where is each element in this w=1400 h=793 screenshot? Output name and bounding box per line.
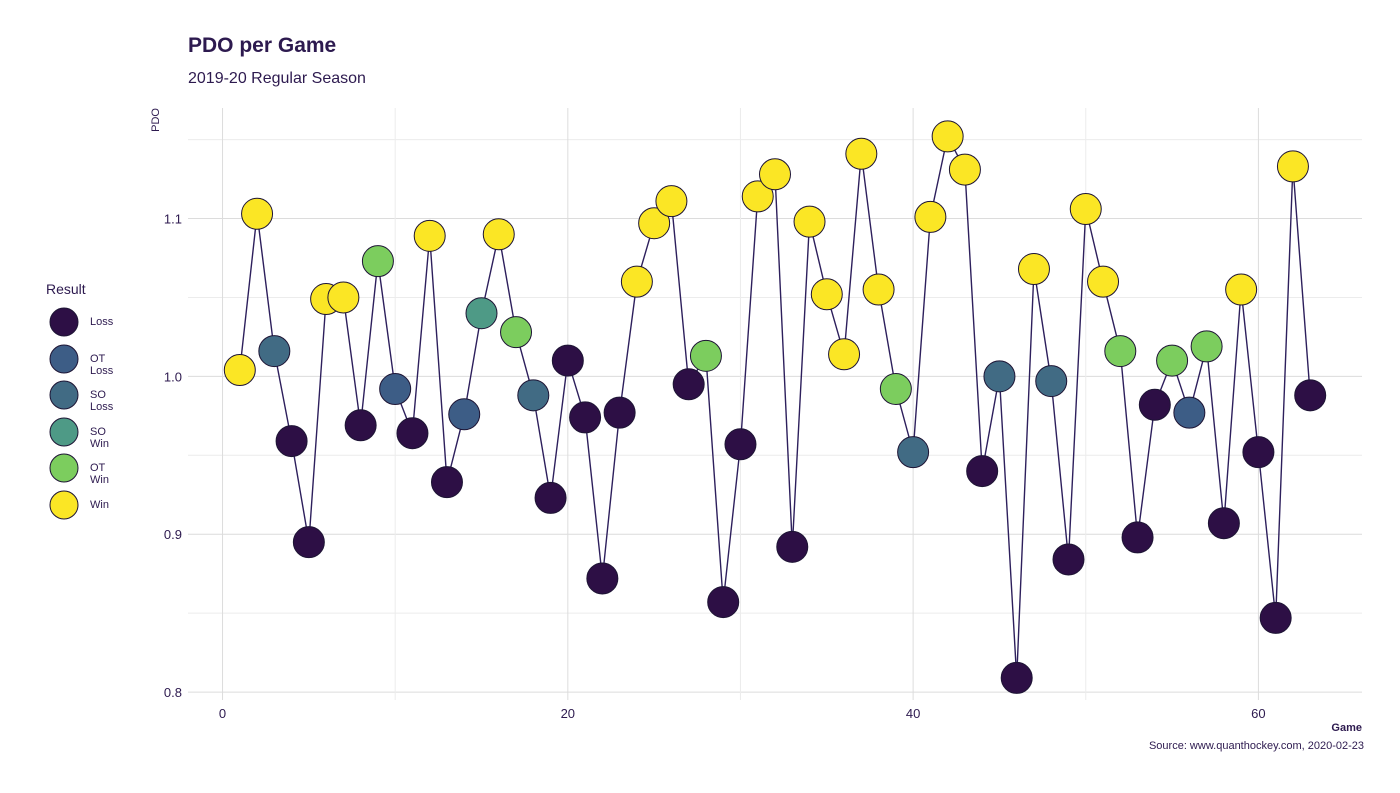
y-tick-label: 1.1 — [164, 212, 182, 227]
data-point: Win — [931, 120, 964, 153]
data-point: Win — [1276, 150, 1309, 183]
data-point: Win — [413, 219, 446, 252]
legend-swatch-dot — [49, 453, 79, 483]
data-point: OT Loss — [448, 398, 481, 431]
data-point: Loss — [586, 562, 619, 595]
x-tick-label: 20 — [561, 706, 575, 721]
data-point: Win — [741, 180, 774, 213]
data-point: OT Win — [879, 373, 912, 406]
data-point: Loss — [724, 428, 757, 461]
data-point: Loss — [1000, 661, 1033, 694]
grid — [188, 108, 1362, 700]
data-point: OT Win — [1104, 335, 1137, 368]
data-point: OT Loss — [379, 373, 412, 406]
y-tick-label: 0.8 — [164, 685, 182, 700]
x-tick-label: 0 — [219, 706, 226, 721]
data-point: Loss — [1121, 521, 1154, 554]
data-point: SO Loss — [258, 335, 291, 368]
data-point: Win — [327, 281, 360, 314]
data-point: SO Loss — [983, 360, 1016, 393]
legend-swatch-dot — [49, 380, 79, 410]
data-points: WinWinSO LossLossLossWinWinLossOT WinOT … — [223, 120, 1327, 694]
data-point: Win — [620, 265, 653, 298]
legend-title: Result — [46, 281, 86, 297]
y-tick-label: 0.9 — [164, 527, 182, 542]
data-point: Loss — [396, 417, 429, 450]
data-point: Win — [1225, 273, 1258, 306]
axes: 0.8 0.9 1.0 1.1 0 20 40 60 PDO Game — [150, 108, 1362, 734]
data-point: Win — [793, 205, 826, 238]
legend-swatch-dot — [49, 490, 79, 519]
data-point: Win — [810, 278, 843, 311]
legend-swatch — [49, 490, 79, 519]
legend-swatch — [49, 417, 79, 446]
legend-label: SO Loss — [90, 389, 114, 413]
y-axis-label: PDO — [150, 108, 162, 132]
data-point: Win — [223, 354, 256, 387]
x-tick-label: 60 — [1251, 706, 1265, 721]
data-point: Loss — [1259, 601, 1292, 634]
data-point: Loss — [1294, 379, 1327, 412]
legend-label: OT Win — [90, 462, 109, 486]
data-point: Win — [638, 207, 671, 240]
legend-swatch-dot — [49, 417, 79, 446]
legend-label: Loss — [90, 316, 114, 328]
legend-swatch — [49, 344, 79, 373]
data-point: Loss — [551, 344, 584, 377]
data-point: Win — [948, 153, 981, 186]
data-point: Loss — [569, 401, 602, 434]
data-point: Win — [845, 137, 878, 170]
legend-swatch-dot — [49, 344, 79, 373]
data-point: Loss — [275, 425, 308, 458]
x-tick-label: 40 — [906, 706, 920, 721]
data-point: Win — [759, 158, 791, 191]
legend-swatch-dot — [49, 307, 79, 337]
data-point: Loss — [344, 409, 377, 442]
data-point: Loss — [707, 586, 740, 619]
data-point: Loss — [603, 396, 636, 429]
data-point: Win — [482, 218, 515, 251]
data-point: OT Win — [361, 245, 394, 278]
data-point: Win — [1069, 193, 1102, 226]
chart-caption: Source: www.quanthockey.com, 2020-02-23 — [1148, 740, 1364, 752]
legend-label: OT Loss — [90, 352, 114, 377]
data-point: SO Loss — [517, 379, 550, 412]
data-point: Loss — [1138, 388, 1171, 421]
data-point: OT Win — [689, 339, 722, 372]
data-point: Loss — [534, 481, 567, 514]
legend-swatch — [49, 307, 79, 337]
data-point: Win — [1087, 265, 1120, 298]
data-point: SO Win — [465, 297, 498, 330]
data-point: OT Win — [1156, 344, 1189, 377]
data-point: Win — [914, 200, 947, 233]
data-point: Win — [241, 197, 274, 230]
legend-label: SO Win — [90, 425, 109, 450]
data-point: SO Loss — [897, 436, 930, 469]
data-point: OT Win — [500, 316, 533, 349]
data-point: Loss — [1207, 507, 1240, 540]
data-point: SO Loss — [1035, 365, 1068, 398]
data-point: Loss — [672, 368, 705, 401]
data-point: OT Win — [1190, 330, 1223, 363]
data-point: Loss — [430, 466, 463, 499]
y-tick-label: 1.0 — [164, 369, 182, 384]
legend-swatch — [49, 380, 79, 410]
legend-label: Win — [90, 498, 109, 511]
legend-swatch — [49, 453, 79, 483]
data-point: Loss — [292, 526, 325, 559]
x-axis-label: Game — [1331, 722, 1362, 734]
data-point: Win — [655, 185, 688, 218]
data-point: Win — [862, 273, 895, 306]
data-point: Win — [1017, 253, 1050, 286]
data-point: OT Loss — [1173, 396, 1206, 429]
chart-subtitle: 2019-20 Regular Season — [188, 70, 366, 87]
chart-title: PDO per Game — [188, 34, 337, 57]
data-point: Win — [828, 338, 861, 371]
data-point: Loss — [1242, 436, 1275, 469]
data-point: Loss — [966, 455, 999, 488]
data-point: Loss — [1052, 543, 1085, 576]
data-point: Loss — [776, 530, 809, 563]
